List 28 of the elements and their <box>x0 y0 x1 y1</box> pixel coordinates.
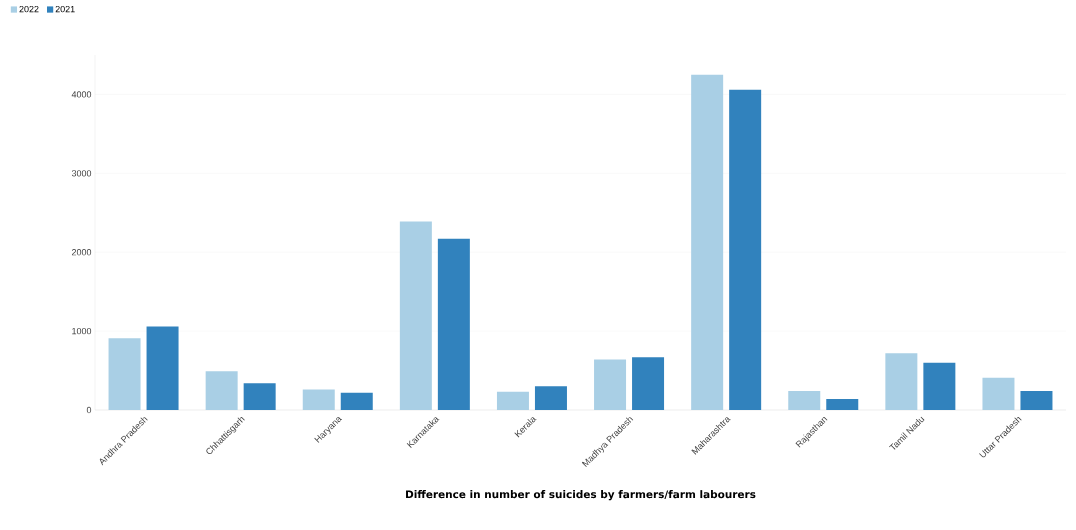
y-tick-label: 2000 <box>71 249 92 256</box>
bar <box>594 359 627 410</box>
x-axis-title: Difference in number of suicides by farmers/farm labourers <box>406 490 756 501</box>
bar <box>923 362 956 410</box>
bar <box>1020 391 1053 410</box>
bar <box>340 392 373 410</box>
bar <box>146 326 179 410</box>
bar <box>788 391 821 410</box>
bar <box>729 89 762 410</box>
bar <box>399 221 432 410</box>
bar <box>302 389 335 410</box>
legend-label: 2021 <box>55 5 75 13</box>
bar <box>632 357 665 410</box>
bar <box>982 377 1015 410</box>
bar <box>534 386 567 410</box>
bar <box>205 371 238 410</box>
y-tick-label: 4000 <box>71 91 92 98</box>
bar <box>885 353 918 410</box>
bar <box>108 338 141 410</box>
bar <box>496 391 529 410</box>
legend-label: 2022 <box>19 5 39 13</box>
bar <box>243 383 276 410</box>
bar <box>826 398 859 410</box>
bar <box>691 74 724 410</box>
y-tick-label: 0 <box>86 406 92 414</box>
bar <box>437 238 470 410</box>
y-tick-label: 1000 <box>72 327 92 335</box>
y-tick-label: 3000 <box>71 170 92 177</box>
